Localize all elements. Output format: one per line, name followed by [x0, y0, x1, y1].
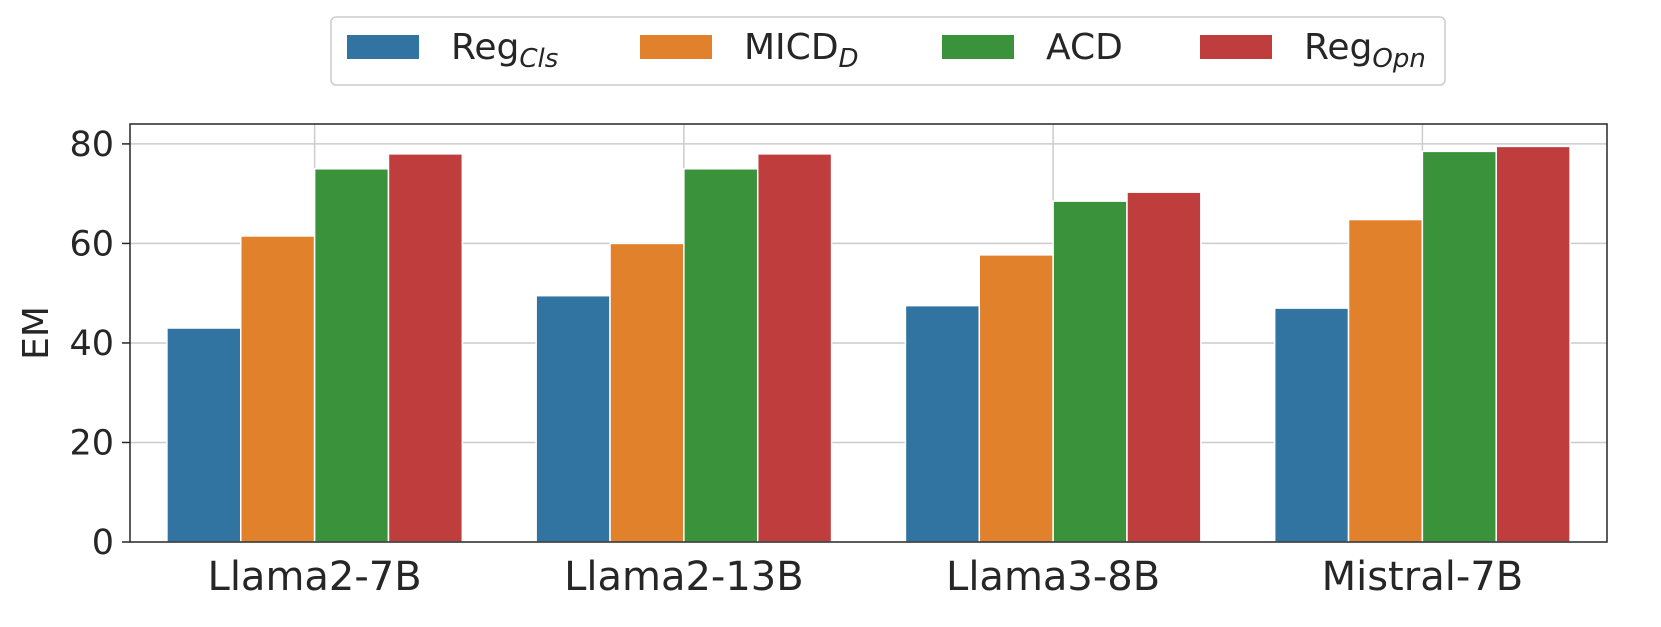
legend-label: RegOpn — [1304, 27, 1426, 74]
bar-reg-opn-llama2-7b — [387, 153, 464, 543]
y-tick-label: 20 — [69, 423, 114, 463]
x-tick-label: Llama2-13B — [564, 554, 804, 600]
bar-reg-opn-llama2-13b — [756, 153, 833, 543]
bar-reg-cls-llama3-8b — [904, 304, 981, 543]
legend-swatch — [942, 35, 1014, 59]
plot-frame — [129, 123, 1608, 543]
bar-acd-mistral-7b — [1421, 150, 1497, 543]
bar-acd-llama2-13b — [683, 168, 759, 543]
legend-box — [330, 16, 1446, 86]
legend-swatch — [640, 35, 712, 59]
bar-micd-d-llama3-8b — [978, 254, 1054, 543]
legend-label: RegCls — [451, 27, 558, 74]
bar-micd-d-llama2-7b — [240, 235, 316, 543]
x-tick-label: Llama2-7B — [208, 554, 422, 600]
bar-reg-cls-mistral-7b — [1273, 307, 1350, 543]
x-tick-label: Mistral-7B — [1322, 554, 1524, 600]
legend-swatch — [1200, 35, 1272, 59]
y-tick-label: 80 — [69, 125, 114, 165]
bar-reg-cls-llama2-7b — [166, 327, 242, 543]
bar-reg-opn-mistral-7b — [1495, 145, 1571, 543]
bar-acd-llama2-7b — [313, 168, 390, 543]
bar-micd-d-mistral-7b — [1347, 218, 1424, 543]
legend: RegCls MICDD ACD RegOpn — [330, 16, 1446, 86]
legend-swatch — [347, 35, 419, 59]
x-axis: Llama2-7B Llama2-13B Llama3-8B Mistral-7B — [208, 554, 1524, 600]
legend-label: MICDD — [744, 27, 859, 74]
bar-acd-llama3-8b — [1052, 200, 1128, 543]
bar-reg-cls-llama2-13b — [535, 294, 611, 543]
bar-micd-d-llama2-13b — [609, 242, 685, 543]
y-axis-label: EM — [16, 306, 57, 360]
bar-reg-opn-llama3-8b — [1126, 191, 1202, 543]
y-tick-label: 40 — [69, 324, 114, 364]
y-tick-label: 60 — [69, 224, 114, 264]
y-tick-label: 0 — [92, 523, 114, 563]
bars — [166, 145, 1571, 543]
y-axis: 0 20 40 60 80 — [69, 125, 130, 563]
legend-label: ACD — [1046, 27, 1123, 68]
x-tick-label: Llama3-8B — [946, 554, 1160, 600]
